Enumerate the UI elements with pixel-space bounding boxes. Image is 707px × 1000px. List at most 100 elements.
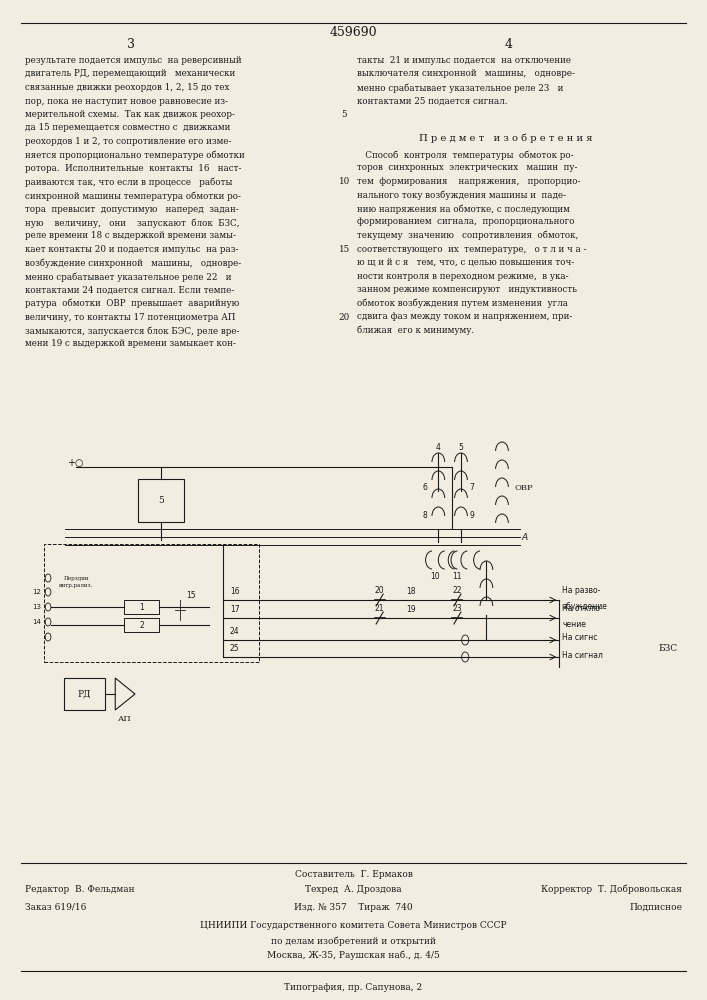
Text: На разво-: На разво-	[562, 586, 600, 595]
Polygon shape	[115, 678, 135, 710]
Text: На отклю-: На отклю-	[562, 604, 603, 613]
Text: Перздни
интр.рализ.: Перздни интр.рализ.	[59, 576, 93, 588]
Text: результате подается импульс  на реверсивный: результате подается импульс на реверсивн…	[25, 56, 241, 65]
Text: 11: 11	[452, 572, 462, 581]
Text: соответствующего  их  температуре,   о т л и ч а -: соответствующего их температуре, о т л и…	[357, 244, 587, 253]
Text: 25: 25	[230, 644, 240, 653]
Text: збуждение: збуждение	[562, 602, 607, 611]
Text: 20: 20	[375, 586, 385, 595]
Text: Техред  А. Дроздова: Техред А. Дроздова	[305, 885, 402, 894]
Text: 459690: 459690	[329, 25, 378, 38]
Text: по делам изобретений и открытий: по делам изобретений и открытий	[271, 936, 436, 946]
Text: контактами 24 подается сигнал. Если темпе-: контактами 24 подается сигнал. Если темп…	[25, 286, 234, 295]
Text: 4: 4	[436, 443, 440, 452]
Text: 10: 10	[430, 572, 440, 581]
Text: Типография, пр. Сапунова, 2: Типография, пр. Сапунова, 2	[284, 983, 423, 992]
Text: БЗС: БЗС	[658, 644, 678, 653]
Text: мени 19 с выдержкой времени замыкает кон-: мени 19 с выдержкой времени замыкает кон…	[25, 340, 235, 349]
Text: На сигнал: На сигнал	[562, 650, 603, 660]
Text: ЦНИИПИ Государственного комитета Совета Министров СССР: ЦНИИПИ Государственного комитета Совета …	[200, 921, 507, 930]
Text: Москва, Ж-35, Раушская наб., д. 4/5: Москва, Ж-35, Раушская наб., д. 4/5	[267, 951, 440, 960]
Text: мерительной схемы.  Так как движок реохор-: мерительной схемы. Так как движок реохор…	[25, 110, 235, 119]
Text: замыкаются, запускается блок БЭС, реле вре-: замыкаются, запускается блок БЭС, реле в…	[25, 326, 239, 336]
Text: АП: АП	[118, 715, 132, 723]
Text: +○: +○	[67, 458, 83, 468]
Text: 20: 20	[339, 312, 350, 322]
Text: П р е д м е т   и з о б р е т е н и я: П р е д м е т и з о б р е т е н и я	[419, 134, 592, 143]
Text: 18: 18	[407, 587, 416, 596]
Text: двигатель РД, перемещающий   механически: двигатель РД, перемещающий механически	[25, 70, 235, 79]
Text: 7: 7	[469, 483, 474, 491]
Text: 12: 12	[32, 589, 41, 595]
Text: раиваются так, что если в процессе   работы: раиваются так, что если в процессе работ…	[25, 178, 232, 187]
Text: Способ  контроля  температуры  обмоток ро-: Способ контроля температуры обмоток ро-	[357, 150, 573, 159]
Text: 1: 1	[139, 602, 144, 611]
Text: связанные движки реохордов 1, 2, 15 до тех: связанные движки реохордов 1, 2, 15 до т…	[25, 83, 229, 92]
Text: тора  превысит  допустимую   наперед  задан-: тора превысит допустимую наперед задан-	[25, 205, 238, 214]
Text: 17: 17	[230, 605, 240, 614]
Text: торов  синхронных  электрических   машин  пу-: торов синхронных электрических машин пу-	[357, 163, 578, 172]
Bar	[64, 678, 105, 710]
Text: возбуждение синхронной   машины,   одновре-: возбуждение синхронной машины, одновре-	[25, 259, 241, 268]
Text: 6: 6	[423, 483, 428, 491]
Text: сдвига фаз между током и напряжением, при-: сдвига фаз между током и напряжением, пр…	[357, 312, 573, 321]
Bar	[124, 600, 159, 614]
Text: 22: 22	[452, 586, 462, 595]
Text: Корректор  Т. Добровольская: Корректор Т. Добровольская	[542, 885, 682, 894]
Text: На сигнс: На сигнс	[562, 634, 597, 643]
Text: формированием  сигнала,  пропорционального: формированием сигнала, пропорционального	[357, 218, 575, 227]
Bar	[138, 479, 184, 522]
Text: выключателя синхронной   машины,   одновре-: выключателя синхронной машины, одновре-	[357, 70, 575, 79]
Text: 5: 5	[341, 110, 347, 119]
Text: 15: 15	[186, 591, 196, 600]
Text: нию напряжения на обмотке, с последующим: нию напряжения на обмотке, с последующим	[357, 204, 570, 214]
Bar	[44, 544, 259, 662]
Text: ю щ и й с я   тем, что, с целью повышения точ-: ю щ и й с я тем, что, с целью повышения …	[357, 258, 574, 267]
Text: Заказ 619/16: Заказ 619/16	[25, 903, 86, 912]
Text: такты  21 и импульс подается  на отключение: такты 21 и импульс подается на отключени…	[357, 56, 571, 65]
Text: 16: 16	[230, 587, 240, 596]
Text: ную    величину,   они    запускают  блок  БЗС,: ную величину, они запускают блок БЗС,	[25, 218, 240, 228]
Text: 2: 2	[139, 620, 144, 630]
Text: 4: 4	[505, 37, 513, 50]
Text: 10: 10	[339, 178, 350, 186]
Text: 21: 21	[375, 604, 385, 613]
Text: ОВР: ОВР	[515, 484, 533, 492]
Text: 24: 24	[230, 627, 240, 636]
Text: чение: чение	[562, 620, 586, 629]
Text: текущему  значению   сопротивления  обмоток,: текущему значению сопротивления обмоток,	[357, 231, 578, 240]
Text: менно срабатывает указательное реле 22   и: менно срабатывает указательное реле 22 и	[25, 272, 231, 282]
Text: 3: 3	[127, 37, 135, 50]
Text: синхронной машины температура обмотки ро-: синхронной машины температура обмотки ро…	[25, 191, 241, 201]
Text: Подписное: Подписное	[629, 903, 682, 912]
Text: 13: 13	[32, 604, 41, 610]
Text: ротора.  Исполнительные  контакты  16   наст-: ротора. Исполнительные контакты 16 наст-	[25, 164, 241, 173]
Text: кает контакты 20 и подается импульс  на раз-: кает контакты 20 и подается импульс на р…	[25, 245, 238, 254]
Text: РД: РД	[77, 690, 91, 698]
Text: менно срабатывает указательное реле 23   и: менно срабатывает указательное реле 23 и	[357, 83, 563, 93]
Bar	[124, 618, 159, 632]
Text: Составитель  Г. Ермаков: Составитель Г. Ермаков	[295, 870, 412, 879]
Text: обмоток возбуждения путем изменения  угла: обмоток возбуждения путем изменения угла	[357, 298, 568, 308]
Text: 14: 14	[32, 619, 41, 625]
Text: 5: 5	[158, 496, 164, 505]
Text: 8: 8	[423, 512, 428, 520]
Text: реле времени 18 с выдержкой времени замы-: реле времени 18 с выдержкой времени замы…	[25, 232, 235, 240]
Text: Редактор  В. Фельдман: Редактор В. Фельдман	[25, 885, 134, 894]
Text: 9: 9	[469, 512, 474, 520]
Text: пор, пока не наступит новое равновесие из-: пор, пока не наступит новое равновесие и…	[25, 97, 228, 105]
Text: нального току возбуждения машины и  паде-: нального току возбуждения машины и паде-	[357, 190, 566, 200]
Text: величину, то контакты 17 потенциометра АП: величину, то контакты 17 потенциометра А…	[25, 312, 235, 322]
Text: тем  формирования    напряжения,   пропорцио-: тем формирования напряжения, пропорцио-	[357, 177, 580, 186]
Text: ратура  обмотки  ОВР  превышает  аварийную: ратура обмотки ОВР превышает аварийную	[25, 299, 239, 308]
Text: контактами 25 подается сигнал.: контактами 25 подается сигнал.	[357, 97, 508, 105]
Text: Изд. № 357    Тираж  740: Изд. № 357 Тираж 740	[294, 903, 413, 912]
Text: A: A	[522, 532, 528, 542]
Text: реохордов 1 и 2, то сопротивление его изме-: реохордов 1 и 2, то сопротивление его из…	[25, 137, 231, 146]
Text: ности контроля в переходном режиме,  в ука-: ности контроля в переходном режиме, в ук…	[357, 272, 568, 281]
Text: 19: 19	[407, 605, 416, 614]
Text: 15: 15	[339, 245, 350, 254]
Text: да 15 перемещается совместно с  движками: да 15 перемещается совместно с движками	[25, 123, 230, 132]
Text: занном режиме компенсируют   индуктивность: занном режиме компенсируют индуктивность	[357, 285, 577, 294]
Text: няется пропорционально температуре обмотки: няется пропорционально температуре обмот…	[25, 151, 245, 160]
